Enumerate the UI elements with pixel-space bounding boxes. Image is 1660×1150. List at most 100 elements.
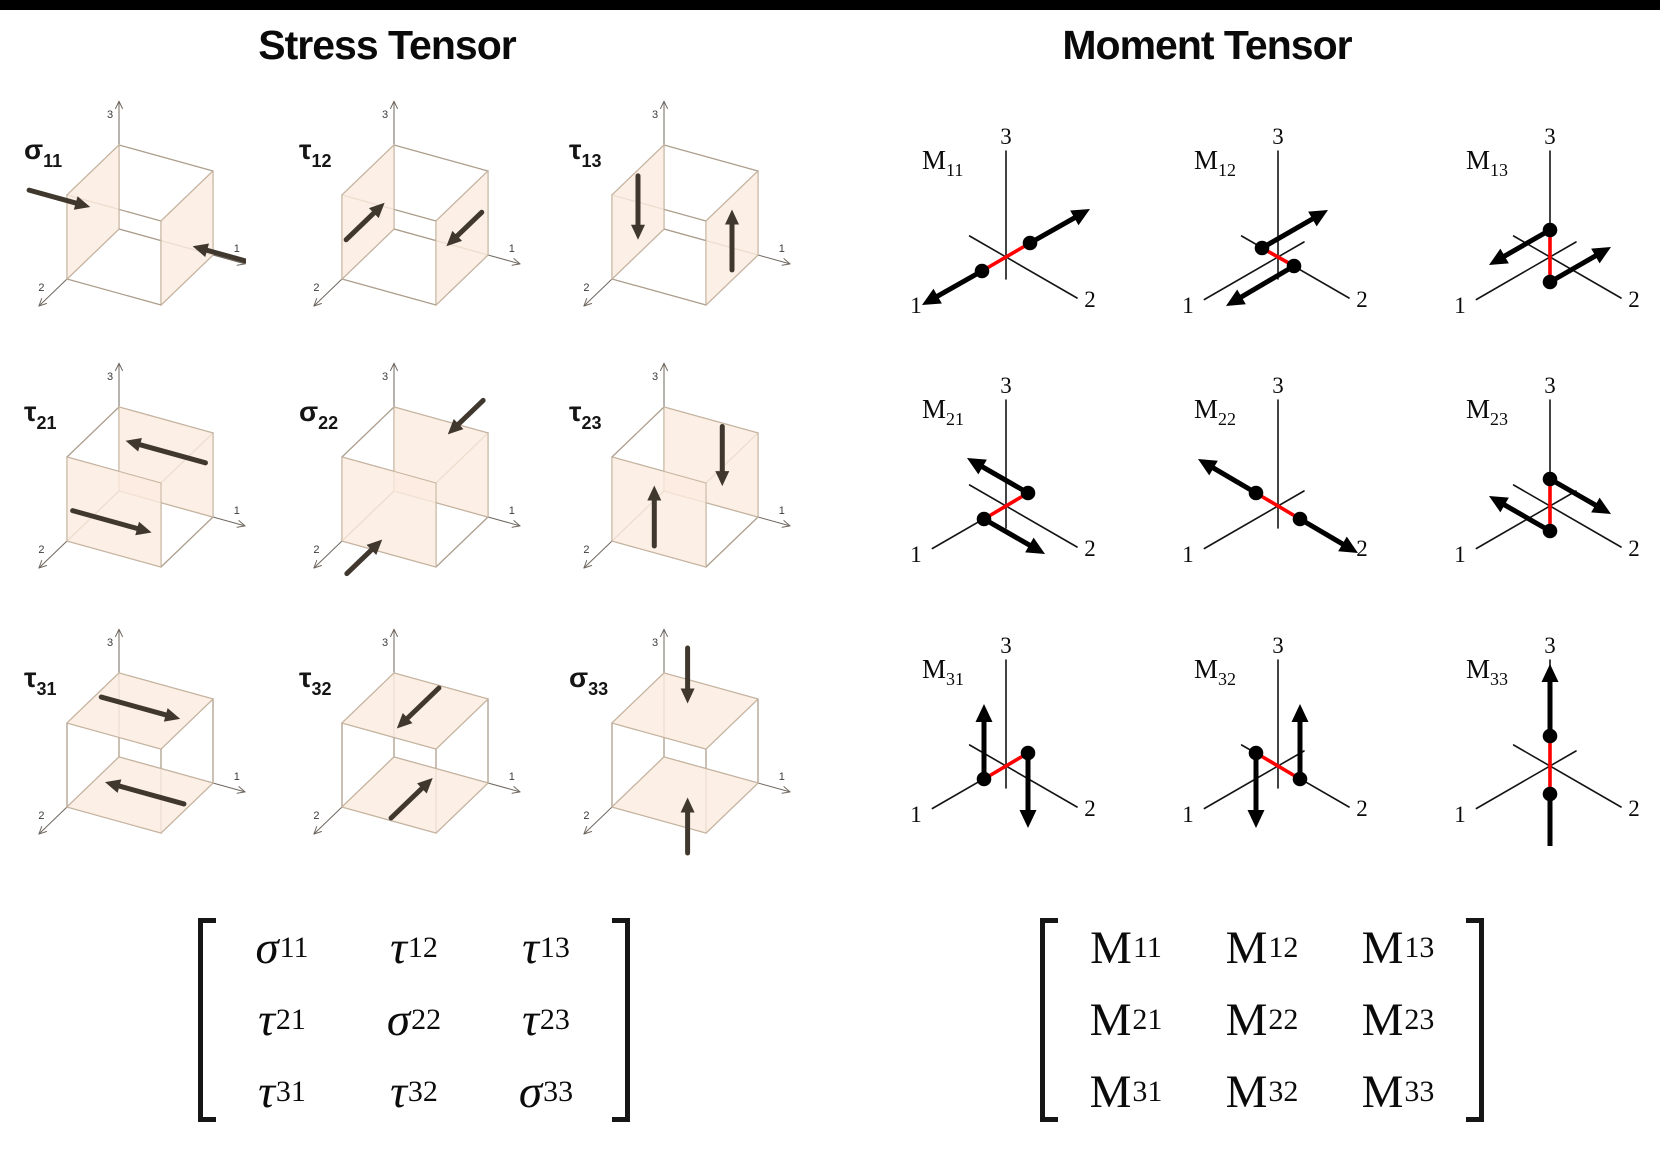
moment-panel-m-33: 3 1 2 M33 (1454, 633, 1640, 846)
stress-panel-label-sigma-11: σ11 (24, 134, 62, 171)
matrix-entry-τ32: τ 32 (390, 1065, 438, 1118)
matrix-bracket-left (198, 918, 216, 1122)
axis-label: 3 (652, 371, 658, 383)
moment-panel-m-12: 3 1 2 M12 (1182, 124, 1368, 318)
moment-panel-label-m-33: M33 (1466, 654, 1508, 689)
matrix-entry-σ11: σ 11 (255, 921, 309, 974)
shaded-face (160, 169, 214, 307)
axis-label: 1 (1454, 542, 1466, 567)
axis-label: 1 (779, 771, 785, 783)
stress-panel-label-sigma-33: σ33 (569, 662, 608, 699)
axis-label: 2 (38, 282, 44, 294)
axis-label: 2 (38, 810, 44, 822)
axis-label: 1 (779, 243, 785, 255)
force-point-dot (1292, 511, 1308, 527)
axis-label: 1 (910, 542, 922, 567)
matrix-entry-M32: M 32 (1225, 1065, 1299, 1118)
moment-panel-label-m-21: M21 (922, 394, 964, 429)
axis-label: 2 (583, 544, 589, 556)
axis-label: 1 (509, 505, 515, 517)
force-point-dot (1542, 274, 1558, 290)
force-point-dot (1542, 222, 1558, 238)
axis-label: 1 (1454, 293, 1466, 318)
force-point-dot (1542, 786, 1558, 802)
axis-label: 3 (1000, 124, 1012, 149)
matrix-entry-M33: M 33 (1361, 1065, 1435, 1118)
stress-panel-label-tau-31: τ31 (24, 662, 57, 699)
axis-label: 3 (1000, 373, 1012, 398)
shaded-face (66, 672, 214, 750)
stress-panel-sigma-11: 3 1 2 σ11 (24, 100, 246, 307)
moment-panel-m-11: 3 1 2 M11 (910, 124, 1096, 318)
axis-label: 3 (107, 371, 113, 383)
force-point-dot (1248, 485, 1264, 501)
matrix-entry-M22: M 22 (1225, 993, 1299, 1046)
matrix-entry-M13: M 13 (1361, 921, 1435, 974)
axis-label: 3 (1544, 124, 1556, 149)
shaded-face (341, 143, 395, 281)
shaded-face (66, 143, 120, 281)
axis-label: 3 (382, 637, 388, 649)
force-point-dot (1248, 745, 1264, 761)
top-border-bar (0, 0, 1660, 10)
stress-panel-tau-32: 3 1 2 τ32 (299, 628, 521, 835)
axis-label: 3 (107, 109, 113, 121)
moment-panel-label-m-12: M12 (1194, 145, 1236, 180)
stress-panel-label-tau-32: τ32 (299, 662, 332, 699)
moment-panel-label-m-13: M13 (1466, 145, 1508, 180)
moment-panel-m-23: 3 1 2 M23 (1454, 373, 1640, 567)
matrix-entry-τ12: τ 12 (390, 921, 438, 974)
axis-label: 3 (382, 109, 388, 121)
axis-label: 1 (234, 243, 240, 255)
axis-label: 1 (1454, 802, 1466, 827)
matrix-entry-τ23: τ 23 (522, 993, 570, 1046)
axis-label: 2 (1356, 536, 1368, 561)
axis-label: 3 (652, 109, 658, 121)
axis-label: 3 (1272, 633, 1284, 658)
force-point-dot (1020, 745, 1036, 761)
stress-panel-label-tau-12: τ12 (299, 134, 332, 171)
shaded-face (66, 456, 162, 568)
moment-panel-label-m-22: M22 (1194, 394, 1236, 429)
axis-label: 1 (509, 243, 515, 255)
force-point-dot (1542, 471, 1558, 487)
matrix-entry-M31: M 31 (1089, 1065, 1163, 1118)
moment-tensor-title: Moment Tensor (1062, 22, 1352, 68)
moment-panel-label-m-31: M31 (922, 654, 964, 689)
axis-label: 2 (1084, 287, 1096, 312)
stress-panel-tau-23: 3 1 2 τ23 (569, 362, 791, 569)
matrix-entry-σ22: σ 22 (386, 993, 442, 1046)
axis-label: 2 (313, 282, 319, 294)
axis-label: 1 (910, 293, 922, 318)
shaded-face (611, 756, 759, 834)
axis-label: 3 (107, 637, 113, 649)
stress-panel-tau-21: 3 1 2 τ21 (24, 362, 246, 569)
axis-label: 2 (38, 544, 44, 556)
matrix-bracket-left (1040, 918, 1058, 1122)
axis-label: 3 (382, 371, 388, 383)
stress-panel-label-tau-21: τ21 (24, 396, 57, 433)
shaded-face (611, 456, 707, 568)
axis-label: 1 (234, 771, 240, 783)
moment-panel-m-31: 3 1 2 M31 (910, 633, 1096, 828)
shaded-face (66, 756, 214, 834)
matrix-entry-M23: M 23 (1361, 993, 1435, 1046)
stress-tensor-title: Stress Tensor (258, 22, 516, 68)
matrix-entry-M11: M 11 (1090, 921, 1162, 974)
stress-panel-tau-31: 3 1 2 τ31 (24, 628, 246, 835)
force-point-dot (1254, 240, 1270, 256)
shaded-face (341, 456, 437, 568)
matrix-entry-τ13: τ 13 (522, 921, 570, 974)
axis-label: 3 (1272, 124, 1284, 149)
matrix-bracket-right (612, 918, 630, 1122)
stress-panel-sigma-33: 3 1 2 σ33 (569, 628, 791, 856)
stress-panel-tau-12: 3 1 2 τ12 (299, 100, 521, 307)
force-point-dot (1020, 485, 1036, 501)
axis-label: 1 (1182, 802, 1194, 827)
axis-label: 1 (1182, 293, 1194, 318)
axis-label: 1 (1182, 542, 1194, 567)
axis-label: 3 (1272, 373, 1284, 398)
force-point-dot (974, 263, 990, 279)
force-point-dot (1542, 523, 1558, 539)
axis-label: 2 (583, 810, 589, 822)
